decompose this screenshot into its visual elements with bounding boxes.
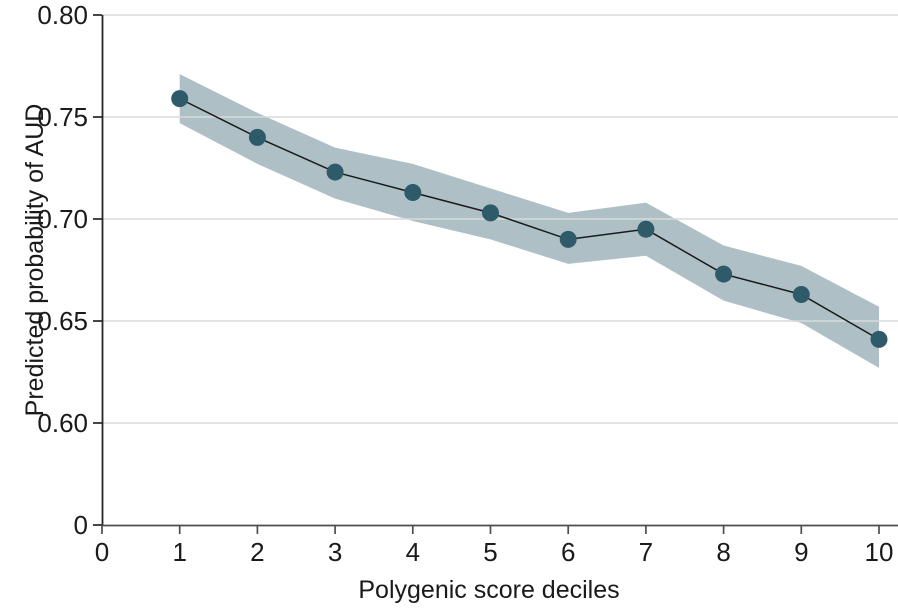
y-tick-label: 0.70 — [37, 204, 88, 234]
x-tick-label: 6 — [561, 537, 575, 567]
x-tick-label: 7 — [639, 537, 653, 567]
y-tick-label: 0.75 — [37, 102, 88, 132]
x-tick-label: 10 — [865, 537, 894, 567]
y-tick-label: 0.60 — [37, 408, 88, 438]
data-point-decile-5 — [482, 204, 499, 222]
x-tick-label: 0 — [95, 537, 109, 567]
data-point-decile-8 — [715, 265, 733, 283]
confidence-band — [179, 74, 879, 368]
data-point-decile-10 — [870, 330, 888, 348]
data-point-decile-6 — [559, 230, 577, 248]
y-axis-title: Predicted probability of AUD — [21, 104, 49, 417]
data-point-decile-3 — [326, 163, 344, 181]
y-tick-label: 0.65 — [37, 306, 88, 336]
y-tick-label: 0.80 — [37, 0, 88, 30]
data-point-decile-9 — [792, 285, 810, 303]
x-tick-label: 4 — [406, 537, 420, 567]
y-tick-label: 0 — [74, 510, 88, 540]
x-tick-label: 1 — [172, 537, 186, 567]
data-point-decile-1 — [171, 90, 189, 108]
x-tick-label: 9 — [794, 537, 808, 567]
x-axis-title: Polygenic score deciles — [358, 576, 619, 604]
plot-area: 0 0.60 0.65 0.70 0.75 0.80 0 1 2 3 4 5 6 7 8 9 10 — [37, 0, 898, 567]
x-tick-label: 3 — [328, 537, 342, 567]
data-point-decile-7 — [637, 220, 655, 238]
data-point-decile-4 — [404, 183, 422, 201]
x-tick-label: 2 — [250, 537, 264, 567]
trend-line — [179, 97, 880, 341]
x-tick-label: 5 — [483, 537, 497, 567]
data-point-decile-2 — [248, 128, 266, 146]
x-tick-label: 8 — [716, 537, 730, 567]
